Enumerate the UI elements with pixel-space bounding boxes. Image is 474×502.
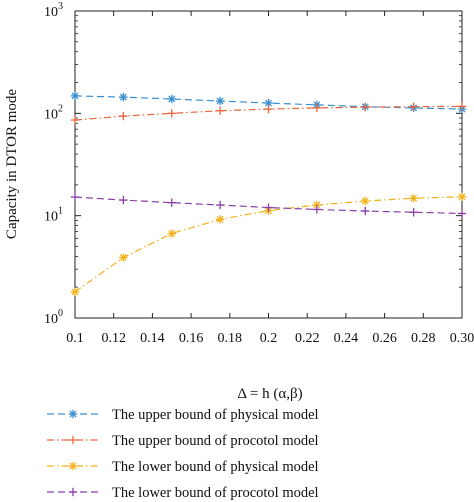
y-tick-exponent: 0: [58, 308, 63, 319]
legend-label: The lower bound of physical model: [112, 459, 319, 475]
data-point: [167, 229, 176, 238]
y-tick-exponent: 2: [58, 103, 63, 114]
y-tick-base: 10: [44, 107, 58, 122]
data-point: [457, 102, 467, 111]
series-layer: [70, 91, 467, 297]
data-point: [167, 109, 176, 118]
legend-label: The upper bound of procotol model: [112, 433, 319, 449]
series-line: [74, 196, 463, 293]
data-point: [215, 106, 225, 115]
data-point: [457, 192, 467, 201]
plot-area: [74, 10, 463, 319]
legend-item: The lower bound of physical model: [47, 459, 319, 475]
data-point: [215, 200, 225, 210]
legend: The upper bound of physical model The upp…: [47, 407, 319, 501]
data-point: [312, 205, 322, 214]
y-tick-exponent: 3: [58, 1, 63, 12]
x-tick-label: 0.18: [218, 331, 243, 346]
y-tick-label: 100: [44, 308, 63, 327]
y-tick-base: 10: [44, 210, 58, 225]
data-point: [361, 206, 370, 216]
y-tick-base: 10: [44, 312, 58, 327]
data-point: [264, 203, 273, 212]
data-point: [264, 98, 273, 108]
data-point: [70, 115, 80, 125]
y-tick-exponent: 1: [58, 206, 63, 217]
y-tick-label: 101: [44, 206, 63, 225]
data-point: [119, 111, 128, 121]
y-tick-base: 10: [44, 5, 58, 20]
x-tick-label: 0.16: [179, 331, 204, 346]
data-point: [167, 94, 176, 104]
y-tick-label: 102: [44, 103, 63, 122]
x-tick-label: 0.28: [411, 331, 436, 346]
x-tick-label: 0.30: [450, 331, 474, 346]
data-point: [215, 96, 225, 106]
data-point: [119, 92, 128, 102]
legend-label: The upper bound of physical model: [112, 407, 319, 423]
data-point: [70, 91, 80, 101]
data-point: [264, 104, 273, 114]
data-point: [70, 192, 80, 202]
legend-label: The lower bound of procotol model: [112, 485, 319, 501]
data-point: [361, 196, 370, 206]
legend-marker: [68, 461, 78, 471]
data-point: [409, 194, 418, 203]
x-axis: 0.1 0.12 0.14 0.16 0.18 0.2 0.22 0.24 0.26 0.28 0.…: [66, 11, 474, 346]
data-point: [312, 103, 322, 113]
x-tick-label: 0.26: [372, 331, 397, 346]
x-tick-label: 0.2: [260, 331, 278, 346]
data-point: [457, 209, 467, 218]
x-axis-label: Δ = h (α,β): [237, 386, 302, 402]
x-tick-label: 0.12: [101, 331, 126, 346]
data-point: [119, 195, 128, 205]
x-tick-label: 0.22: [295, 331, 320, 346]
data-point: [409, 102, 418, 111]
data-point: [119, 253, 128, 262]
y-axis-label: Capacity in DTOR mode: [4, 89, 20, 239]
legend-item: The upper bound of procotol model: [47, 433, 319, 449]
legend-item: The upper bound of physical model: [47, 407, 319, 423]
data-point: [167, 198, 176, 207]
x-tick-label: 0.24: [334, 331, 359, 346]
plot-frame: [74, 10, 463, 319]
series-4: [70, 192, 467, 218]
data-point: [70, 287, 80, 297]
legend-marker: [68, 487, 78, 497]
legend-marker: [68, 435, 78, 445]
data-point: [361, 102, 370, 112]
legend-marker: [68, 409, 78, 419]
y-tick-label: 103: [44, 1, 63, 20]
x-tick-label: 0.14: [140, 331, 165, 346]
data-point: [409, 208, 418, 217]
series-2: [70, 102, 467, 125]
legend-item: The lower bound of procotol model: [47, 485, 319, 501]
data-point: [215, 215, 225, 224]
x-tick-label: 0.1: [66, 331, 84, 346]
series-3: [70, 192, 467, 297]
